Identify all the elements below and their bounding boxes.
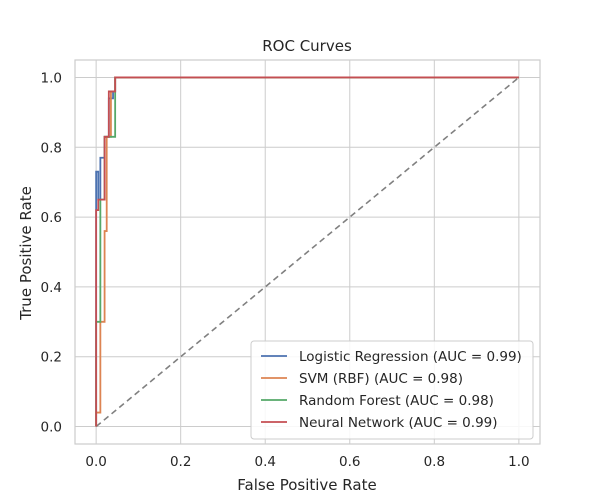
x-axis-label: False Positive Rate	[237, 476, 376, 494]
legend: Logistic Regression (AUC = 0.99) SVM (RBF…	[250, 340, 534, 440]
y-axis-label: True Positive Rate	[17, 186, 35, 321]
x-tick-labels: 0.0 0.2 0.4 0.6 0.8 1.0	[85, 454, 529, 470]
legend-label: Random Forest (AUC = 0.98)	[299, 393, 494, 409]
chart-title: ROC Curves	[262, 37, 352, 55]
x-tick-label: 0.0	[85, 454, 106, 470]
y-tick-label: 1.0	[41, 70, 62, 86]
x-tick-label: 0.4	[254, 454, 275, 470]
y-tick-label: 0.6	[41, 210, 62, 226]
x-tick-label: 0.2	[170, 454, 191, 470]
x-tick-label: 0.6	[339, 454, 360, 470]
y-tick-label: 0.0	[41, 420, 62, 436]
x-tick-label: 0.8	[424, 454, 445, 470]
y-tick-label: 0.8	[41, 140, 62, 156]
legend-label: SVM (RBF) (AUC = 0.98)	[299, 371, 463, 387]
grid	[75, 60, 540, 444]
legend-label: Neural Network (AUC = 0.99)	[299, 415, 498, 431]
y-tick-labels: 0.0 0.2 0.4 0.6 0.8 1.0	[41, 70, 62, 435]
legend-label: Logistic Regression (AUC = 0.99)	[299, 349, 522, 365]
y-tick-label: 0.4	[41, 280, 62, 296]
legend-box	[250, 340, 534, 440]
series-line-3	[95, 76, 519, 427]
chance-diagonal-line	[95, 76, 520, 428]
series-lines	[95, 76, 520, 428]
plot-frame	[74, 59, 541, 445]
y-tick-label: 0.2	[41, 350, 62, 366]
x-tick-label: 1.0	[508, 454, 529, 470]
